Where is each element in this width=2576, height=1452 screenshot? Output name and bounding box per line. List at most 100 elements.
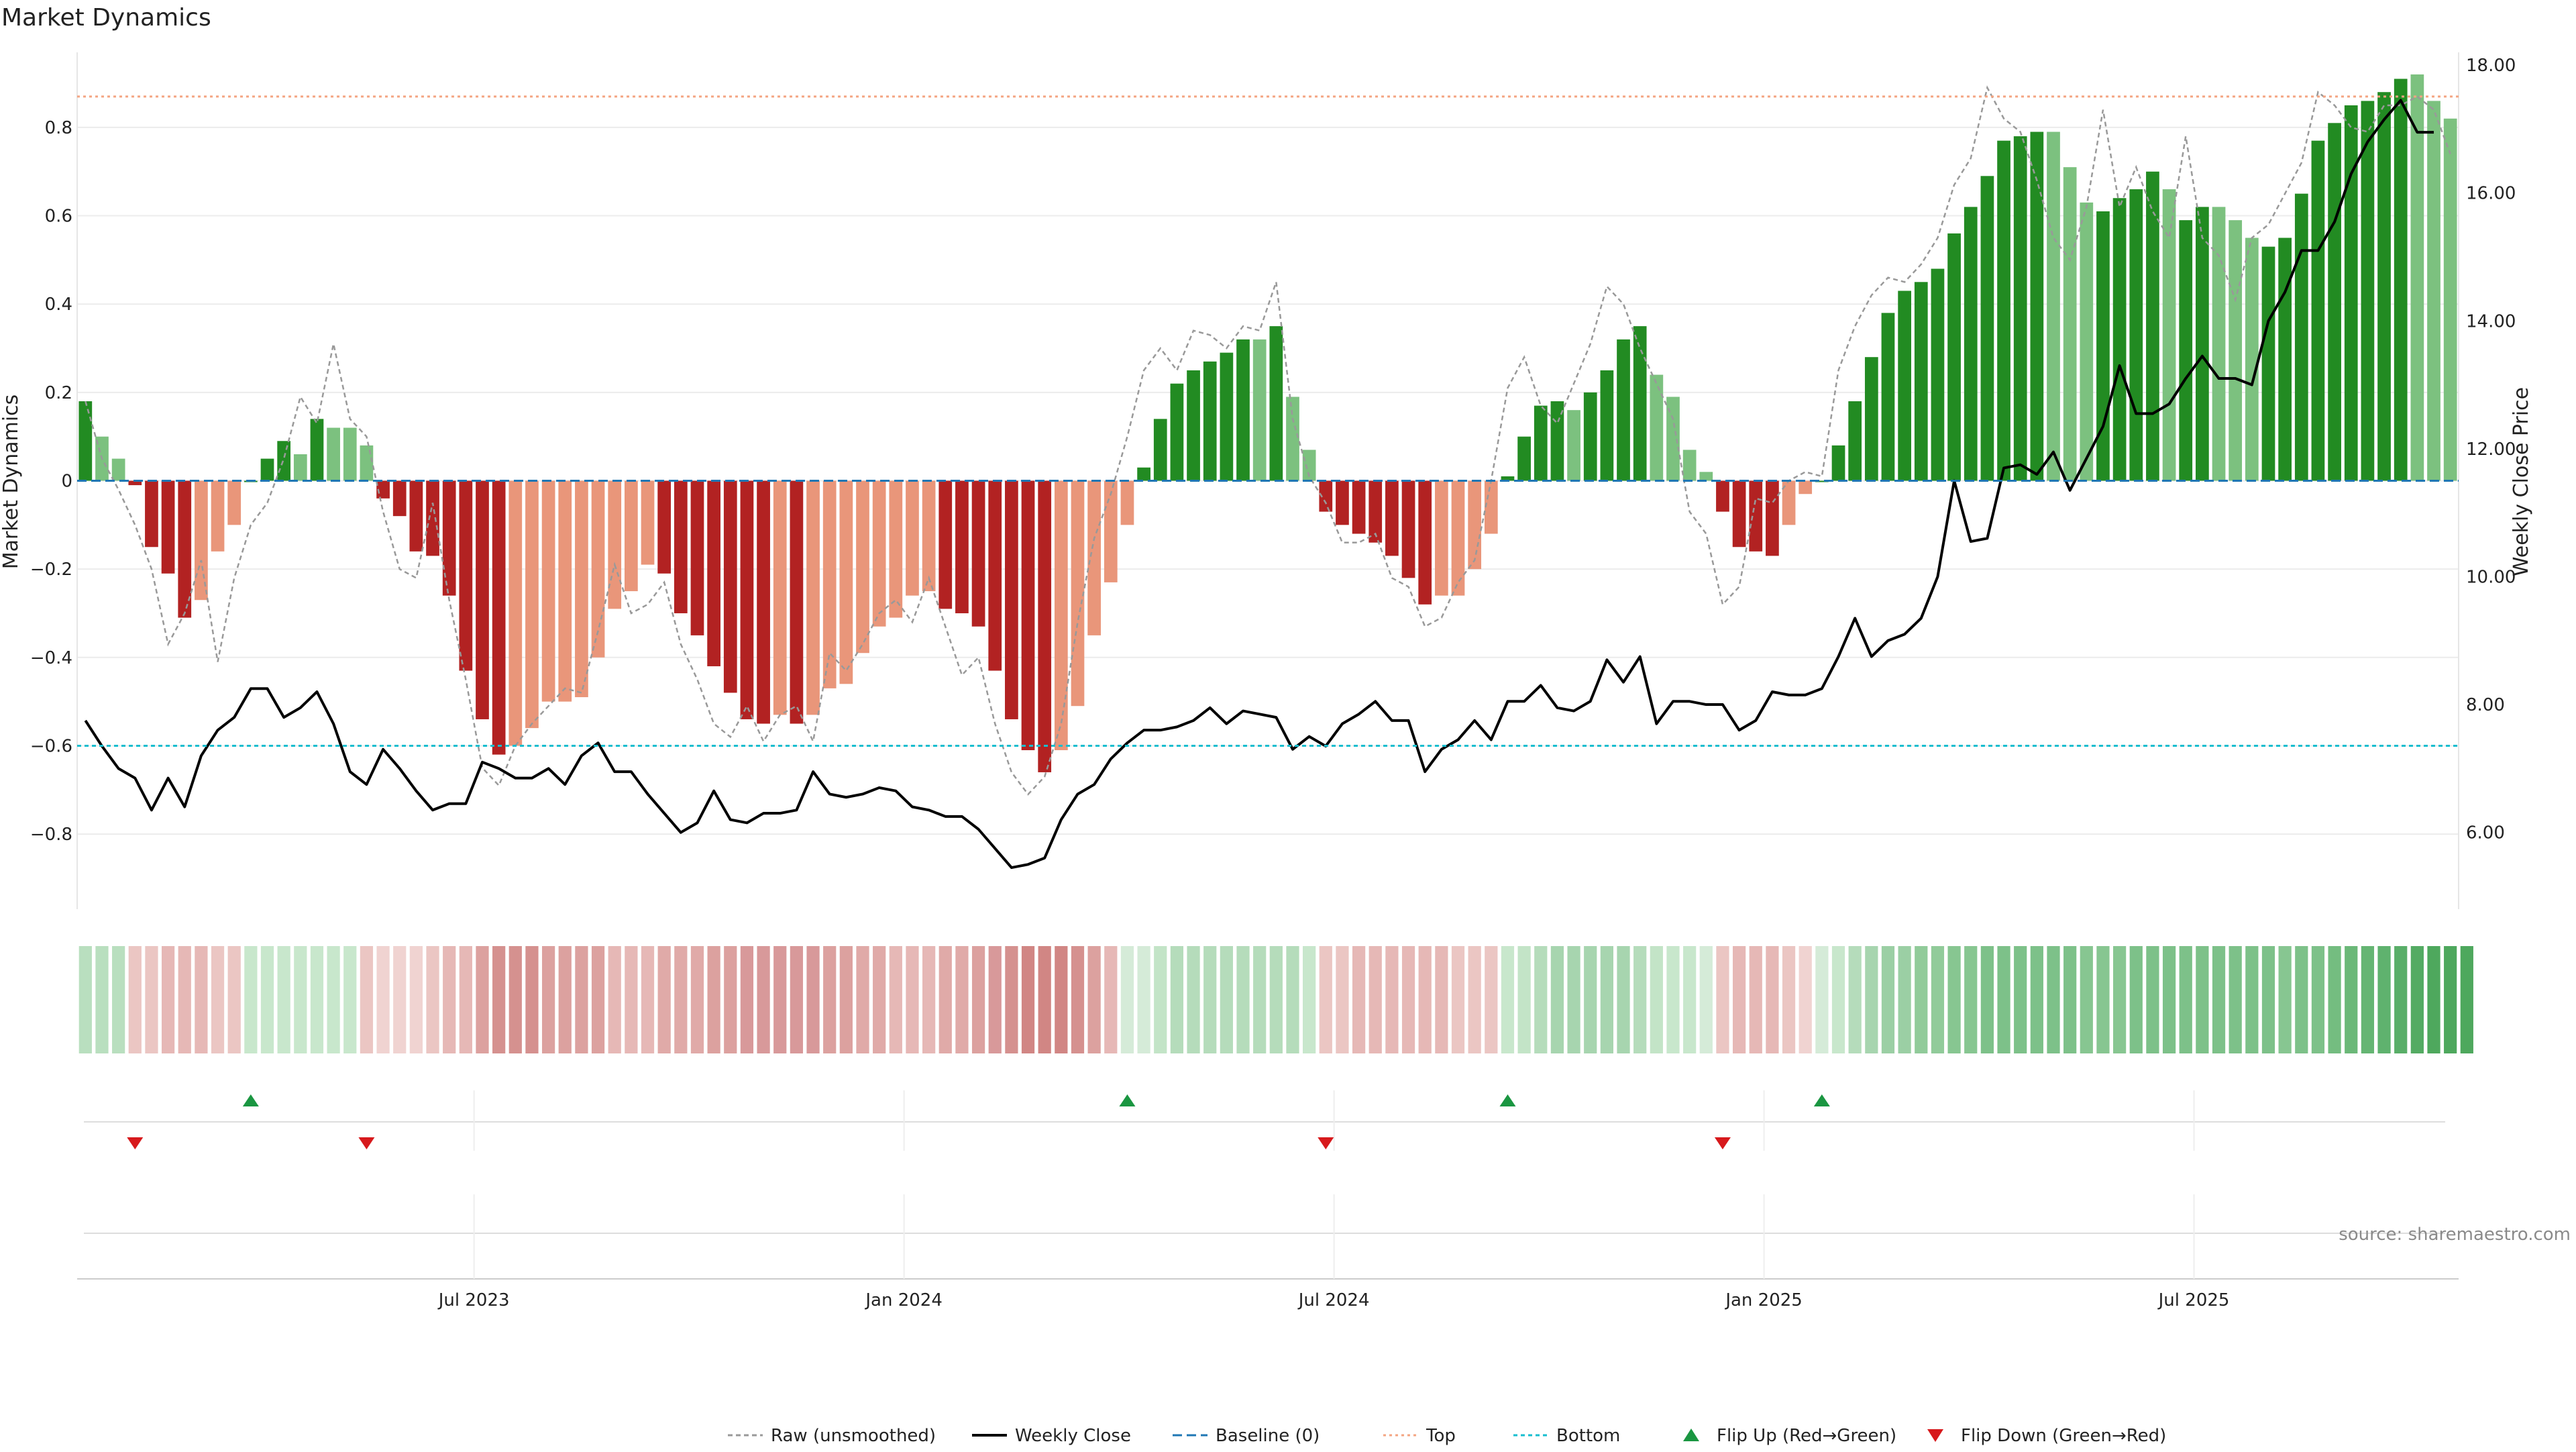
strip-cell-82 <box>1435 946 1448 1053</box>
bar-30 <box>575 480 588 698</box>
strip-cell-77 <box>1352 946 1366 1053</box>
bar-129 <box>2212 207 2226 481</box>
flip-down-marker-1 <box>358 1137 375 1149</box>
bar-142 <box>2427 101 2440 481</box>
strip-cell-90 <box>1567 946 1580 1053</box>
axes: 0.8 0.6 0.4 0.2 0 −0.2 −0.4 −0.6 −0.8 18.00 16.00 1… <box>30 52 2516 909</box>
strip-cell-92 <box>1600 946 1613 1053</box>
weekly-close-series <box>84 99 2434 870</box>
flip-down-marker-0 <box>127 1137 144 1149</box>
strip-cell-134 <box>2295 946 2308 1053</box>
strip-cell-94 <box>1633 946 1647 1053</box>
x-tick-label-1: Jan 2024 <box>864 1290 943 1310</box>
bar-102 <box>1766 480 1779 556</box>
bar-7 <box>195 480 208 601</box>
bar-131 <box>2245 238 2259 481</box>
bar-84 <box>1468 480 1482 570</box>
bar-54 <box>971 480 985 627</box>
weekly-close-line <box>84 99 2434 870</box>
strip-cell-105 <box>1815 946 1829 1053</box>
left-tick-label-7: −0.6 <box>30 736 72 756</box>
legend-swatch-flip_down <box>1927 1429 1943 1442</box>
bar-17 <box>360 445 374 481</box>
flip-panel <box>84 1090 2445 1151</box>
bar-107 <box>1848 401 1862 481</box>
source-note: source: sharemaestro.com <box>2339 1225 2571 1245</box>
flip-up-marker-0 <box>242 1094 259 1106</box>
bar-97 <box>1682 450 1697 481</box>
bar-105 <box>1815 480 1829 482</box>
bar-111 <box>1914 282 1928 481</box>
left-tick-label-4: 0 <box>61 472 72 492</box>
strip-cell-110 <box>1898 946 1911 1053</box>
strip-cell-106 <box>1831 946 1845 1053</box>
regime-strip <box>78 946 2473 1053</box>
bar-143 <box>2443 118 2457 481</box>
strip-cell-123 <box>2113 946 2127 1053</box>
bar-99 <box>1716 480 1729 512</box>
bar-132 <box>2261 246 2275 481</box>
bar-63 <box>1120 480 1134 525</box>
left-axis-label: Market Dynamics <box>0 395 23 570</box>
bar-92 <box>1600 370 1614 481</box>
strip-cell-65 <box>1154 946 1167 1053</box>
strip-cell-33 <box>625 946 638 1053</box>
bar-14 <box>310 419 324 481</box>
strip-cell-141 <box>2410 946 2424 1053</box>
strip-cell-15 <box>327 946 340 1053</box>
bar-86 <box>1501 476 1515 481</box>
bar-0 <box>78 401 93 481</box>
bar-25 <box>492 480 506 755</box>
strip-cell-74 <box>1303 946 1316 1053</box>
bar-40 <box>740 480 754 719</box>
strip-cell-54 <box>971 946 985 1053</box>
bar-67 <box>1187 370 1200 481</box>
strip-cell-5 <box>161 946 175 1053</box>
legend-label-baseline: Baseline (0) <box>1216 1426 1320 1446</box>
strip-cell-100 <box>1732 946 1746 1053</box>
bar-13 <box>293 454 307 481</box>
bar-53 <box>955 480 969 613</box>
strip-cell-25 <box>492 946 506 1053</box>
strip-cell-17 <box>360 946 374 1053</box>
bar-135 <box>2311 140 2325 481</box>
legend-label-flip_up: Flip Up (Red→Green) <box>1717 1426 1896 1446</box>
bar-55 <box>988 480 1002 671</box>
bar-103 <box>1782 480 1796 525</box>
bar-62 <box>1104 480 1118 582</box>
bar-8 <box>211 480 225 552</box>
bar-32 <box>608 480 622 609</box>
strip-cell-119 <box>2047 946 2060 1053</box>
bar-66 <box>1170 383 1184 481</box>
bar-21 <box>426 480 439 556</box>
bar-15 <box>327 427 340 481</box>
strip-cell-121 <box>2080 946 2093 1053</box>
bar-98 <box>1699 472 1713 481</box>
strip-cell-49 <box>889 946 902 1053</box>
bar-133 <box>2278 238 2292 481</box>
strip-cell-50 <box>906 946 919 1053</box>
bar-23 <box>459 480 473 671</box>
strip-cell-66 <box>1170 946 1184 1053</box>
strip-cell-103 <box>1782 946 1796 1053</box>
bar-76 <box>1336 480 1349 525</box>
strip-cell-68 <box>1203 946 1217 1053</box>
strip-cell-22 <box>443 946 456 1053</box>
strip-cell-13 <box>294 946 307 1053</box>
bar-125 <box>2146 171 2159 481</box>
strip-cell-117 <box>2014 946 2027 1053</box>
strip-cell-125 <box>2146 946 2159 1053</box>
strip-cell-63 <box>1120 946 1134 1053</box>
strip-cell-52 <box>938 946 952 1053</box>
bar-37 <box>690 480 704 635</box>
strip-cell-115 <box>1980 946 1994 1053</box>
flip-down-marker-3 <box>1714 1137 1731 1149</box>
bar-126 <box>2162 189 2176 481</box>
strip-cell-45 <box>823 946 837 1053</box>
left-tick-label-0: 0.8 <box>45 118 72 138</box>
bar-51 <box>922 480 936 592</box>
strip-cell-93 <box>1617 946 1630 1053</box>
bar-12 <box>277 441 291 481</box>
bar-59 <box>1054 480 1068 751</box>
